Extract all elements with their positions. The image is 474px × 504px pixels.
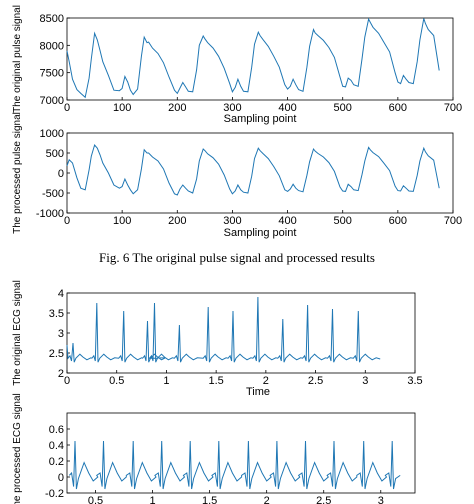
y-tick-label: 3	[58, 328, 64, 340]
x-tick-label: 0	[64, 102, 70, 114]
pulse-original-plot-frame	[66, 17, 454, 101]
ecg-original-x-label: Time	[246, 386, 270, 398]
x-tick-label: 600	[389, 215, 407, 227]
ecg-original-y-label: The original ECG signal	[12, 280, 23, 386]
x-tick-label: 0	[64, 215, 70, 227]
x-tick-label: 1.5	[202, 495, 217, 504]
y-tick-label: 500	[46, 148, 64, 160]
ecg-processed-plot-frame	[66, 412, 416, 494]
ecg-processed-line	[68, 440, 401, 490]
x-tick-label: 0	[64, 375, 70, 387]
pulse-original-y-ticks: 7000 7500 8000 8500	[40, 13, 70, 107]
y-tick-label: 0.2	[49, 456, 64, 468]
pulse-processed-y-ticks: -1000 -500 0 500 1000	[36, 128, 70, 220]
ecg-original-y-ticks: 2 2.5 3 3.5 4	[49, 288, 70, 380]
x-tick-label: 1	[150, 495, 156, 504]
figure-caption: Fig. 6 The original pulse signal and pro…	[99, 250, 375, 265]
pulse-original-x-ticks: 0 100 200 300 400 500 600 700	[64, 97, 462, 114]
y-tick-label: 7000	[40, 95, 64, 107]
y-tick-label: 0	[58, 472, 64, 484]
x-tick-label: 100	[113, 102, 131, 114]
y-tick-label: 8000	[40, 40, 64, 52]
y-tick-label: 2.5	[49, 348, 64, 360]
y-tick-label: 7500	[40, 68, 64, 80]
ecg-processed-y-ticks: -0.2 0 0.2 0.4 0.6	[45, 424, 70, 500]
ecg-processed-panel: 0.5 1 1.5 2 2.5 3 -0.2 0 0.2 0.4 0.6 The processe…	[12, 393, 416, 504]
y-tick-label: 1000	[40, 128, 64, 140]
ecg-processed-x-ticks: 0.5 1 1.5 2 2.5 3	[88, 490, 384, 504]
x-tick-label: 200	[168, 215, 186, 227]
x-tick-label: 2.5	[308, 375, 323, 387]
x-tick-label: 300	[223, 215, 241, 227]
pulse-processed-line	[66, 143, 440, 196]
pulse-original-line	[66, 17, 440, 99]
x-tick-label: 3.5	[407, 375, 422, 387]
x-tick-label: 700	[444, 102, 462, 114]
x-tick-label: 2	[263, 375, 269, 387]
y-tick-label: 2	[58, 368, 64, 380]
ecg-original-plot-frame	[66, 292, 416, 374]
x-tick-label: 500	[334, 215, 352, 227]
y-tick-label: 3.5	[49, 308, 64, 320]
pulse-original-y-label: The original pulse signal	[12, 5, 23, 113]
y-tick-label: -500	[42, 188, 64, 200]
x-tick-label: 600	[389, 102, 407, 114]
pulse-processed-panel: 0 100 200 300 400 500 600 700 -1000 -500 0 500 1000…	[12, 112, 462, 239]
pulse-processed-y-label: The processed pulse signal	[12, 112, 23, 234]
y-tick-label: 8500	[40, 13, 64, 25]
ecg-processed-y-label: The processed ECG signal	[12, 393, 23, 504]
x-tick-label: 3	[362, 375, 368, 387]
x-tick-label: 400	[278, 102, 296, 114]
y-tick-label: 0.6	[49, 424, 64, 436]
pulse-processed-plot-frame	[66, 132, 454, 214]
x-tick-label: 0.5	[109, 375, 124, 387]
pulse-original-x-label: Sampling point	[224, 113, 297, 125]
x-tick-label: 3	[378, 495, 384, 504]
x-tick-label: 200	[168, 102, 186, 114]
x-tick-label: 2.5	[316, 495, 331, 504]
x-tick-label: 500	[334, 102, 352, 114]
x-tick-label: 300	[223, 102, 241, 114]
x-tick-label: 1	[163, 375, 169, 387]
y-tick-label: 0.4	[49, 440, 64, 452]
y-tick-label: -0.2	[45, 488, 64, 500]
y-tick-label: 0	[58, 168, 64, 180]
x-tick-label: 0.5	[88, 495, 103, 504]
ecg-original-line	[66, 296, 381, 363]
pulse-processed-x-ticks: 0 100 200 300 400 500 600 700	[64, 210, 462, 227]
x-tick-label: 1.5	[208, 375, 223, 387]
x-tick-label: 400	[278, 215, 296, 227]
ecg-original-panel: 0 0.5 1 1.5 2 2.5 3 3.5 2 2.5 3 3.5 4 Time The orig…	[12, 280, 423, 398]
x-tick-label: 100	[113, 215, 131, 227]
x-tick-label: 700	[444, 215, 462, 227]
y-tick-label: 4	[58, 288, 64, 300]
y-tick-label: -1000	[36, 208, 64, 220]
pulse-original-panel: 0 100 200 300 400 500 600 700 7000750080008500 …	[12, 5, 462, 125]
pulse-processed-x-label: Sampling point	[224, 227, 297, 239]
x-tick-label: 2	[264, 495, 270, 504]
ecg-original-x-ticks: 0 0.5 1 1.5 2 2.5 3 3.5	[64, 370, 423, 387]
